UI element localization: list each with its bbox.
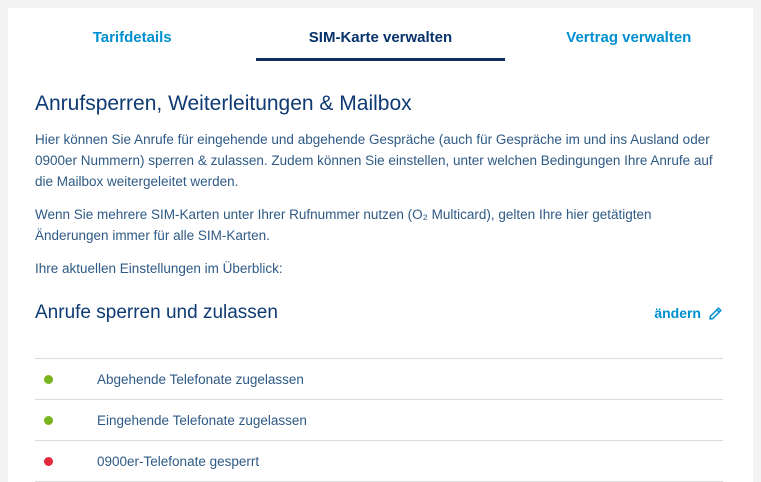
status-dot-allowed-icon [44,415,53,425]
setting-row-0900-calls: 0900er-Telefonate gesperrt [35,440,723,481]
section-title: Anrufe sperren und zulassen [35,302,278,323]
status-dot-blocked-icon [44,456,53,466]
intro-paragraph-2: Wenn Sie mehrere SIM-Karten unter Ihrer … [35,207,652,243]
tab-vertrag-verwalten[interactable]: Vertrag verwalten [566,29,692,46]
tab-tarifdetails[interactable]: Tarifdetails [92,29,172,46]
intro-paragraph-1: Hier können Sie Anrufe für eingehende un… [35,132,713,189]
main-content: Anrufsperren, Weiterleitungen & Mailbox … [8,92,753,482]
status-dot-allowed-icon [44,374,53,384]
page-title: Anrufsperren, Weiterleitungen & Mailbox [35,92,412,115]
setting-label: Abgehende Telefonate zugelassen [97,371,304,387]
intro-paragraph-3: Ihre aktuellen Einstellungen im Überblic… [35,261,283,276]
settings-list: Abgehende Telefonate zugelassen Eingehen… [35,358,723,482]
tab-sim-karte-verwalten[interactable]: SIM-Karte verwalten [256,8,505,61]
tab-bar: Tarifdetails SIM-Karte verwalten Vertrag… [8,8,753,61]
setting-label: Eingehende Telefonate zugelassen [97,412,307,428]
change-link-label: ändern [654,305,701,321]
settings-card: Tarifdetails SIM-Karte verwalten Vertrag… [8,8,753,482]
setting-row-incoming-calls: Eingehende Telefonate zugelassen [35,399,723,440]
change-link[interactable]: ändern [654,305,723,321]
section-header: Anrufe sperren und zulassen ändern [35,302,723,324]
pencil-icon [708,306,723,321]
setting-label: 0900er-Telefonate gesperrt [97,453,260,469]
setting-row-outgoing-calls: Abgehende Telefonate zugelassen [35,358,723,399]
